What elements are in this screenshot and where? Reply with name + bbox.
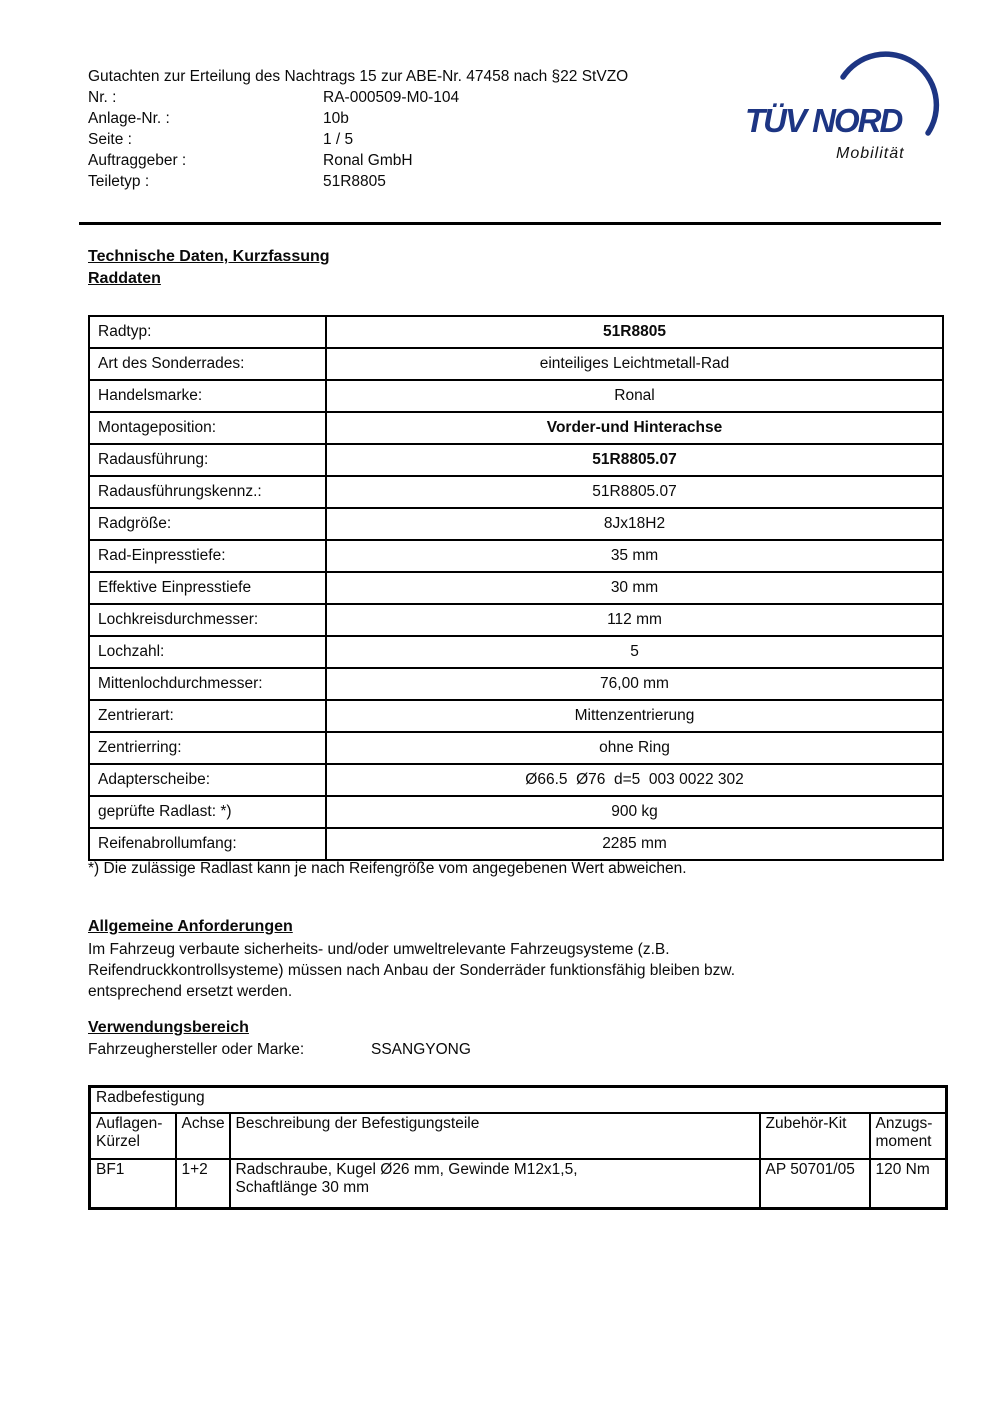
column-header-achse: Achse — [174, 1111, 231, 1160]
field-value: RA-000509-M0-104 — [323, 89, 460, 106]
table-row: Handelsmarke: Ronal — [88, 379, 944, 413]
field-label: Teiletyp : — [88, 173, 150, 190]
row-value: 30 mm — [325, 571, 944, 605]
table-row: Radausführungskennz.: 51R8805.07 — [88, 475, 944, 509]
column-header-zubehoer-kit: Zubehör-Kit — [758, 1111, 871, 1160]
row-value: ohne Ring — [325, 731, 944, 765]
row-label: Zentrierring: — [88, 731, 327, 765]
table-row: Radtyp: 51R8805 — [88, 315, 944, 349]
row-label: Zentrierart: — [88, 699, 327, 733]
row-label: Mittenlochdurchmesser: — [88, 667, 327, 701]
field-label: Anlage-Nr. : — [88, 110, 170, 127]
tuv-nord-arc-icon — [840, 51, 940, 136]
column-header-anzugsmoment: Anzugs- moment — [868, 1111, 948, 1160]
row-label: Adapterscheibe: — [88, 763, 327, 797]
row-value: Mittenzentrierung — [325, 699, 944, 733]
table-title-row: Radbefestigung — [88, 1085, 948, 1114]
tuv-nord-brand-text: TÜV NORD — [745, 102, 903, 139]
header-field-teiletyp: Teiletyp : 51R8805 — [88, 171, 628, 192]
section-heading-technische-daten: Technische Daten, Kurzfassung — [88, 248, 330, 265]
cell-zubehoer: AP 50701/05 — [758, 1157, 871, 1210]
row-label: geprüfte Radlast: *) — [88, 795, 327, 829]
hersteller-label: Fahrzeughersteller oder Marke: — [88, 1041, 305, 1058]
hersteller-value: SSANGYONG — [371, 1041, 471, 1058]
row-label: Radausführung: — [88, 443, 327, 477]
table-row: Mittenlochdurchmesser: 76,00 mm — [88, 667, 944, 701]
row-label: Lochzahl: — [88, 635, 327, 669]
logo-subtitle: Mobilität — [836, 145, 905, 162]
row-label: Radgröße: — [88, 507, 327, 541]
cell-kuerzel: BF1 — [88, 1157, 177, 1210]
table-row: Rad-Einpresstiefe: 35 mm — [88, 539, 944, 573]
header-field-seite: Seite : 1 / 5 — [88, 129, 628, 150]
row-label: Lochkreisdurchmesser: — [88, 603, 327, 637]
header-field-auftraggeber: Auftraggeber : Ronal GmbH — [88, 150, 628, 171]
hersteller-row: Fahrzeughersteller oder Marke: SSANGYONG — [88, 1041, 471, 1059]
field-label: Nr. : — [88, 89, 117, 106]
row-value: 5 — [325, 635, 944, 669]
cell-beschreibung: Radschraube, Kugel Ø26 mm, Gewinde M12x1… — [228, 1157, 761, 1210]
row-value: Ø66.5 Ø76 d=5 003 0022 302 — [325, 763, 944, 797]
header-field-nr: Nr. : RA-000509-M0-104 — [88, 87, 628, 108]
row-value: Vorder-und Hinterachse — [325, 411, 944, 445]
table-header-row: Auflagen- Kürzel Achse Beschreibung der … — [88, 1111, 948, 1160]
row-label: Effektive Einpresstiefe — [88, 571, 327, 605]
row-value: 35 mm — [325, 539, 944, 573]
cell-moment: 120 Nm — [868, 1157, 948, 1210]
field-value: Ronal GmbH — [323, 152, 413, 169]
row-value: 51R8805 — [325, 315, 944, 349]
table-row: Montageposition: Vorder-und Hinterachse — [88, 411, 944, 445]
column-header-beschreibung: Beschreibung der Befestigungsteile — [228, 1111, 761, 1160]
section-heading-raddaten: Raddaten — [88, 270, 161, 287]
table-row: Reifenabrollumfang: 2285 mm — [88, 827, 944, 861]
table-row: Effektive Einpresstiefe 30 mm — [88, 571, 944, 605]
field-value: 10b — [323, 110, 349, 127]
field-label: Auftraggeber : — [88, 152, 187, 169]
field-value: 1 / 5 — [323, 131, 354, 148]
table-row: Lochkreisdurchmesser: 112 mm — [88, 603, 944, 637]
header-field-anlage: Anlage-Nr. : 10b — [88, 108, 628, 129]
document-title: Gutachten zur Erteilung des Nachtrags 15… — [88, 68, 629, 85]
row-value: 51R8805.07 — [325, 475, 944, 509]
row-value: 51R8805.07 — [325, 443, 944, 477]
row-value: einteiliges Leichtmetall-Rad — [325, 347, 944, 381]
row-value: 76,00 mm — [325, 667, 944, 701]
column-header-auflagen-kuerzel: Auflagen- Kürzel — [88, 1111, 177, 1160]
header-divider — [79, 222, 941, 225]
row-value: 112 mm — [325, 603, 944, 637]
row-label: Handelsmarke: — [88, 379, 327, 413]
row-label: Art des Sonderrades: — [88, 347, 327, 381]
table-row: Radausführung: 51R8805.07 — [88, 443, 944, 477]
document-header: Gutachten zur Erteilung des Nachtrags 15… — [88, 66, 628, 192]
table-row: geprüfte Radlast: *) 900 kg — [88, 795, 944, 829]
row-value: 8Jx18H2 — [325, 507, 944, 541]
section-heading-allgemeine-anforderungen: Allgemeine Anforderungen — [88, 918, 293, 935]
row-label: Rad-Einpresstiefe: — [88, 539, 327, 573]
table-row: Radgröße: 8Jx18H2 — [88, 507, 944, 541]
field-label: Seite : — [88, 131, 132, 148]
table-row: Zentrierart: Mittenzentrierung — [88, 699, 944, 733]
row-label: Radtyp: — [88, 315, 327, 349]
table-title: Radbefestigung — [88, 1085, 948, 1114]
table-row: BF1 1+2 Radschraube, Kugel Ø26 mm, Gewin… — [88, 1157, 948, 1210]
row-label: Radausführungskennz.: — [88, 475, 327, 509]
radbefestigung-table: Radbefestigung Auflagen- Kürzel Achse Be… — [88, 1085, 949, 1210]
table-row: Lochzahl: 5 — [88, 635, 944, 669]
row-value: 2285 mm — [325, 827, 944, 861]
raddaten-table: Radtyp: 51R8805 Art des Sonderrades: einte… — [88, 315, 944, 861]
table-row: Art des Sonderrades: einteiliges Leichtme… — [88, 347, 944, 381]
row-label: Montageposition: — [88, 411, 327, 445]
row-value: 900 kg — [325, 795, 944, 829]
row-value: Ronal — [325, 379, 944, 413]
radlast-footnote: *) Die zulässige Radlast kann je nach Re… — [88, 860, 687, 877]
anforderungen-paragraph: Im Fahrzeug verbaute sicherheits- und/od… — [88, 941, 736, 1000]
row-label: Reifenabrollumfang: — [88, 827, 327, 861]
table-row: Adapterscheibe: Ø66.5 Ø76 d=5 003 0022 30… — [88, 763, 944, 797]
table-row: Zentrierring: ohne Ring — [88, 731, 944, 765]
section-heading-verwendungsbereich: Verwendungsbereich — [88, 1019, 249, 1036]
tuv-nord-logo: TÜV NORD Mobilität — [743, 30, 958, 175]
cell-achse: 1+2 — [174, 1157, 231, 1210]
field-value: 51R8805 — [323, 173, 386, 190]
